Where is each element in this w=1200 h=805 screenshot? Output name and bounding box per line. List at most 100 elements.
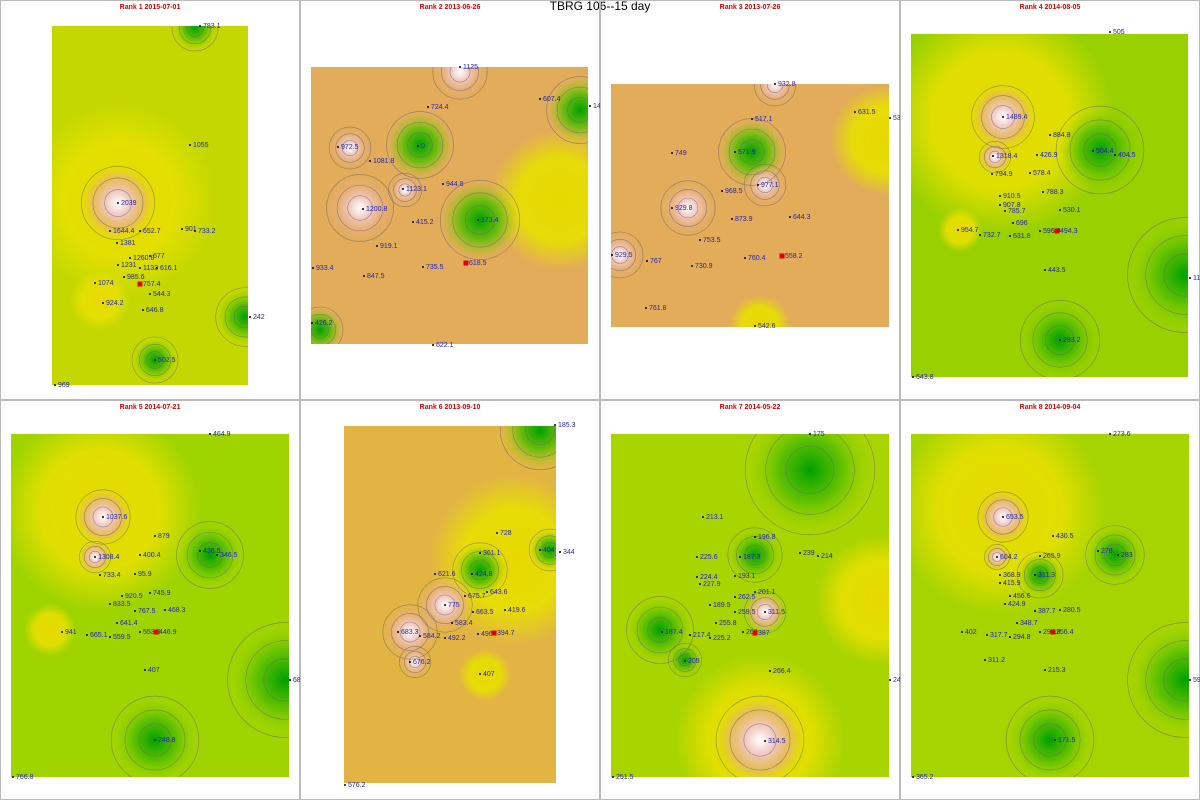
contour-line — [750, 597, 780, 627]
station-label: 415.9 — [1003, 580, 1021, 587]
contour-line — [1163, 658, 1189, 702]
field-blob — [530, 530, 556, 570]
station-label: 361.1 — [483, 550, 501, 557]
station-dot — [769, 670, 771, 672]
contour-line — [387, 172, 423, 208]
station-label: 517.1 — [755, 116, 773, 123]
station-label: 187.4 — [665, 629, 683, 636]
station-label: 728 — [500, 530, 512, 537]
contour-line — [1145, 640, 1189, 720]
panel-title: Rank 1 2015-07-01 — [120, 4, 181, 11]
station-dot — [731, 218, 733, 220]
station-dot — [1109, 433, 1111, 435]
contour-line — [432, 67, 488, 100]
contour-line — [88, 550, 102, 564]
field — [52, 26, 248, 385]
contour-line — [263, 658, 289, 702]
field-blob — [815, 535, 889, 665]
station-label: 173.4 — [481, 217, 499, 224]
field — [344, 426, 556, 783]
station-label: 217.4 — [693, 632, 711, 639]
station-dot — [363, 275, 365, 277]
field-blob — [1058, 108, 1142, 192]
contour-line — [311, 313, 337, 344]
contour-line — [449, 67, 471, 83]
station-label: 404.5 — [1118, 152, 1136, 159]
station-dot — [1117, 554, 1119, 556]
station-dot — [957, 229, 959, 231]
station-dot — [54, 384, 56, 386]
station-label: 1132 — [143, 265, 158, 272]
station-label: 767 — [650, 258, 662, 265]
station-dot — [1004, 210, 1006, 212]
contour-line — [727, 527, 783, 583]
station-dot — [1049, 134, 1051, 136]
station-dot — [611, 254, 613, 256]
station-label: 873.9 — [735, 216, 753, 223]
station-dot — [142, 309, 144, 311]
station-dot — [734, 596, 736, 598]
station-label: 53 — [893, 115, 901, 122]
station-label: 400.4 — [143, 552, 161, 559]
contour-line — [1103, 543, 1127, 567]
station-dot — [854, 111, 856, 113]
station-dot — [134, 610, 136, 612]
contour-line — [399, 621, 421, 643]
station-label: 1308.4 — [98, 554, 120, 561]
station-label: 225.6 — [700, 554, 718, 561]
station-label: 213.1 — [706, 514, 724, 521]
station-label: 225.2 — [713, 635, 731, 642]
station-label: 933.4 — [316, 265, 334, 272]
field — [611, 434, 889, 777]
station-label: 767.5 — [138, 608, 156, 615]
station-label: 426.9 — [1040, 152, 1058, 159]
station-label: 972.5 — [341, 144, 359, 151]
station-label: 901 — [185, 226, 197, 233]
station-dot — [504, 609, 506, 611]
station-dot — [709, 637, 711, 639]
station-dot — [94, 556, 96, 558]
station-label: 278 — [1101, 548, 1113, 555]
contour-line — [1145, 235, 1188, 315]
station-label: 604.2 — [1000, 554, 1018, 561]
station-dot — [154, 739, 156, 741]
station-dot — [102, 302, 104, 304]
station-label: 788.3 — [1046, 189, 1064, 196]
station-label: 631.5 — [858, 109, 876, 116]
contour-line — [1023, 558, 1057, 592]
station-label: 494.3 — [1060, 228, 1078, 235]
field-blob — [70, 270, 130, 330]
station-dot — [1009, 636, 1011, 638]
contour-line — [979, 141, 1011, 173]
station-dot — [764, 611, 766, 613]
target-station — [1054, 228, 1060, 234]
station-dot — [61, 631, 63, 633]
station-label: 456.6 — [1013, 593, 1031, 600]
contour-line — [138, 723, 172, 757]
target-station — [752, 630, 758, 636]
station-dot — [99, 574, 101, 576]
station-dot — [139, 631, 141, 633]
contour-line — [993, 507, 1013, 527]
station-dot — [1042, 191, 1044, 193]
station-dot — [486, 591, 488, 593]
map-panel: Rank 8 2014-09-04 273.6 653.5 430.5 604.2 265… — [900, 400, 1200, 800]
station-dot — [986, 634, 988, 636]
station-label: 1231 — [121, 262, 137, 269]
station-dot — [696, 556, 698, 558]
station-dot — [689, 634, 691, 636]
contour-line — [556, 86, 588, 134]
station-dot — [117, 202, 119, 204]
station-dot — [1044, 269, 1046, 271]
station-dot — [209, 433, 211, 435]
station-label: 311.3 — [1038, 572, 1055, 579]
contour-line — [743, 163, 787, 207]
station-dot — [1054, 739, 1056, 741]
station-label: 201.1 — [758, 589, 776, 596]
station-label: 468.3 — [168, 607, 186, 614]
field-blob — [1130, 625, 1189, 735]
station-label: 920.5 — [125, 593, 143, 600]
contour-line — [75, 489, 131, 545]
contour-line — [465, 205, 495, 235]
station-dot — [554, 424, 556, 426]
